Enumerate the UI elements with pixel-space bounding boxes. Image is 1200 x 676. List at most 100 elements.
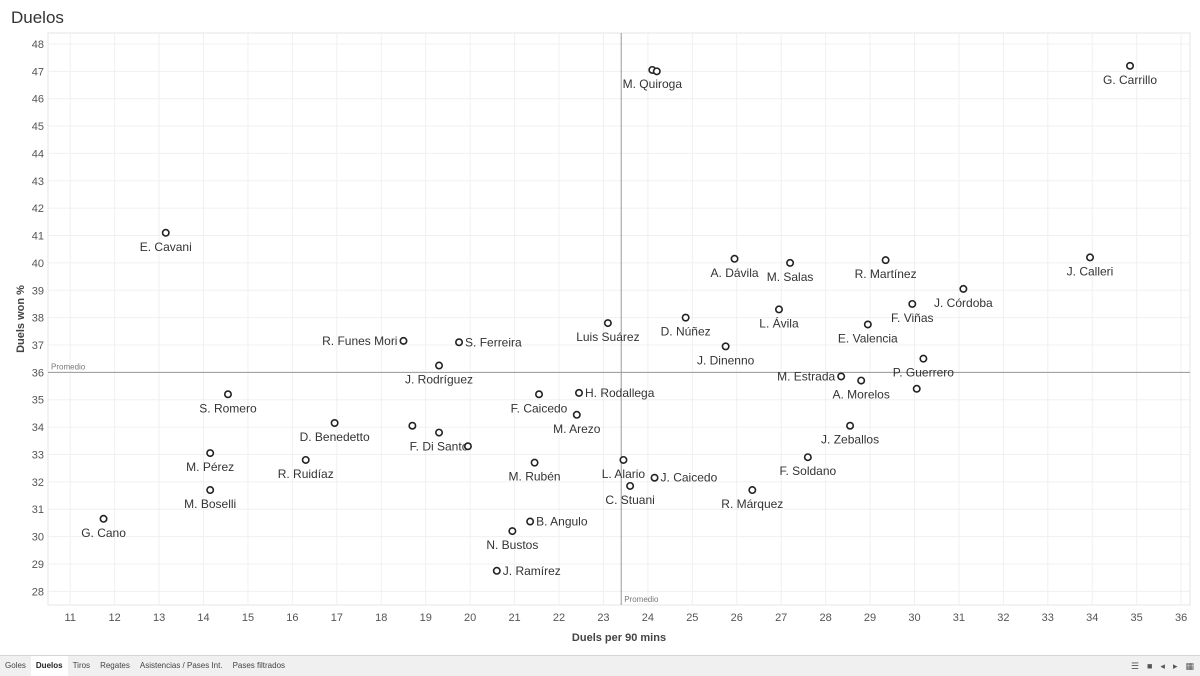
data-point xyxy=(301,455,310,464)
x-tick-label: 26 xyxy=(731,612,743,624)
x-tick-label: 18 xyxy=(375,612,387,624)
point-label: M. Boselli xyxy=(184,497,236,511)
x-axis-title: Duels per 90 mins xyxy=(572,632,666,644)
point-label: J. Ramírez xyxy=(503,564,561,578)
point-label: S. Romero xyxy=(199,401,257,415)
x-tick-label: 15 xyxy=(242,612,254,624)
data-point xyxy=(206,486,215,495)
x-tick-label: 23 xyxy=(597,612,609,624)
data-point xyxy=(681,313,690,322)
data-point xyxy=(619,455,628,464)
point-label: J. Caicedo xyxy=(661,471,718,485)
y-tick-label: 33 xyxy=(32,449,44,461)
y-tick-label: 40 xyxy=(32,258,44,270)
x-average-label: Promedio xyxy=(624,595,659,604)
point-label: M. Rubén xyxy=(509,470,561,484)
x-tick-label: 30 xyxy=(908,612,920,624)
y-tick-label: 34 xyxy=(32,422,44,434)
data-point xyxy=(330,418,339,427)
data-point xyxy=(603,319,612,328)
point-label: R. Martínez xyxy=(855,267,917,281)
point-label: F. Soldano xyxy=(779,464,836,478)
data-point xyxy=(650,473,659,482)
point-label: J. Rodríguez xyxy=(405,373,473,387)
x-tick-label: 29 xyxy=(864,612,876,624)
tab-goles[interactable]: Goles xyxy=(5,661,26,670)
data-point xyxy=(959,284,968,293)
point-label: N. Bustos xyxy=(486,538,538,552)
data-point xyxy=(912,384,921,393)
y-average-label: Promedio xyxy=(51,362,86,371)
grid-view-icon[interactable]: ■ xyxy=(1146,661,1153,671)
x-tick-label: 36 xyxy=(1175,612,1187,624)
x-tick-label: 21 xyxy=(508,612,520,624)
data-point xyxy=(223,390,232,399)
y-tick-label: 28 xyxy=(32,586,44,598)
point-label: R. Márquez xyxy=(721,497,783,511)
x-tick-label: 25 xyxy=(686,612,698,624)
point-label: D. Núñez xyxy=(661,325,711,339)
point-label: P. Guerrero xyxy=(893,366,954,380)
data-point xyxy=(748,486,757,495)
point-label: G. Carrillo xyxy=(1103,73,1157,87)
tab-pases-filtrados[interactable]: Pases filtrados xyxy=(232,661,286,670)
chart-svg: 11 12 13 14 15 16 17 18 19 20 21 22 23 24 25 26 27 28 29 30… xyxy=(15,32,1191,644)
y-tick-label: 41 xyxy=(32,231,44,243)
tiles-icon[interactable]: ▦ xyxy=(1185,660,1194,671)
x-tick-label: 32 xyxy=(997,612,1009,624)
point-label: M. Salas xyxy=(767,270,814,284)
point-label: J. Córdoba xyxy=(934,296,993,310)
point-label: F. Viñas xyxy=(891,311,933,325)
data-point xyxy=(530,458,539,467)
x-tick-label: 24 xyxy=(642,612,654,624)
data-point xyxy=(626,481,635,490)
point-label: J. Dinenno xyxy=(697,353,755,367)
data-point xyxy=(863,320,872,329)
point-label: H. Rodallega xyxy=(585,386,655,400)
data-point xyxy=(535,390,544,399)
data-point xyxy=(837,372,846,381)
data-point xyxy=(1126,61,1135,70)
y-tick-label: 45 xyxy=(32,121,44,133)
data-point xyxy=(508,527,517,536)
page-title: Duelos xyxy=(11,8,64,27)
y-tick-label: 35 xyxy=(32,395,44,407)
tab-duelos[interactable]: Duelos xyxy=(30,656,68,676)
point-label: E. Valencia xyxy=(838,331,898,345)
plot-area xyxy=(47,32,1191,606)
y-tick-label: 44 xyxy=(32,148,44,160)
y-axis-title: Duels won % xyxy=(15,285,27,353)
data-point xyxy=(435,361,444,370)
tab-tiros[interactable]: Tiros xyxy=(72,661,91,670)
tab-regates[interactable]: Regates xyxy=(100,661,130,670)
x-tick-label: 28 xyxy=(820,612,832,624)
x-tick-label: 16 xyxy=(286,612,298,624)
data-point xyxy=(526,517,535,526)
y-tick-label: 37 xyxy=(32,340,44,352)
data-point xyxy=(399,336,408,345)
point-label: D. Benedetto xyxy=(300,430,370,444)
x-tick-label: 34 xyxy=(1086,612,1098,624)
prev-tab-icon[interactable]: ◂ xyxy=(1160,660,1165,671)
x-tick-label: 22 xyxy=(553,612,565,624)
point-label: E. Cavani xyxy=(140,240,192,254)
tab-asistencias-pases-int[interactable]: Asistencias / Pases Int. xyxy=(139,661,223,670)
y-tick-label: 42 xyxy=(32,203,44,215)
x-tick-label: 27 xyxy=(775,612,787,624)
tab-controls: ☰ ■ ◂ ▸ ▦ xyxy=(1131,656,1194,676)
next-tab-icon[interactable]: ▸ xyxy=(1172,660,1178,671)
y-tick-label: 48 xyxy=(32,39,44,51)
data-point xyxy=(908,299,917,308)
title-bar: Duelos xyxy=(0,0,1200,34)
y-tick-label: 36 xyxy=(32,367,44,379)
y-tick-label: 30 xyxy=(32,532,44,544)
list-view-icon[interactable]: ☰ xyxy=(1130,660,1139,671)
point-label: F. Caicedo xyxy=(511,401,568,415)
x-tick-label: 19 xyxy=(420,612,432,624)
y-tick-label: 46 xyxy=(32,94,44,106)
y-tick-label: 31 xyxy=(32,504,44,516)
y-tick-label: 43 xyxy=(32,176,44,188)
data-point xyxy=(652,67,661,76)
data-point xyxy=(455,338,464,347)
y-tick-label: 47 xyxy=(32,66,44,78)
